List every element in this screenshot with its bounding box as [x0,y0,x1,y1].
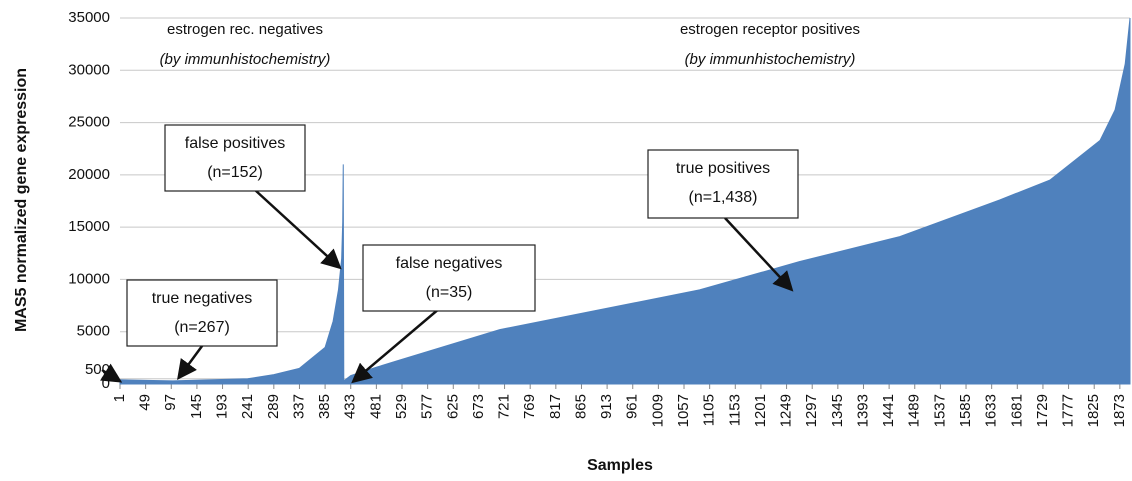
annotation-box [164,124,306,192]
x-tick-label: 1201 [752,394,769,427]
x-tick-label: 289 [265,394,282,419]
x-tick-label: 1009 [649,394,666,427]
y-axis-label: MAS5 normalized gene expression [13,68,30,332]
x-tick-label: 49 [137,394,154,411]
y-tick-label: 20000 [68,166,110,183]
arrow [254,189,342,270]
annotation-box [647,149,799,219]
area [119,17,1131,385]
x-tick-label: 1 [111,394,128,402]
annotation-text: true positives [676,160,770,177]
annotation-text: false positives [185,135,286,152]
annotation-text: false negatives [396,255,503,272]
x-axis-label: Samples [587,457,653,474]
group-note: (by immunhistochemistry) [160,51,331,68]
x-tick-label: 961 [624,394,641,419]
y-tick-label: 35000 [68,9,110,26]
x-tick-label: 241 [239,394,256,419]
x-tick-label: 625 [444,394,461,419]
arrow [177,341,207,381]
y-tick-label: 5000 [77,323,110,340]
annotation-text: (n=152) [207,164,263,181]
y-tick-label: 30000 [68,61,110,78]
x-tick-label: 913 [598,394,615,419]
x-tick-label: 1633 [983,394,1000,427]
annotation-box [126,279,278,347]
x-tick-label: 1729 [1034,394,1051,427]
x-tick-label: 865 [572,394,589,419]
x-tick-label: 1681 [1008,394,1025,427]
x-tick-label: 529 [393,394,410,419]
arrow [99,363,123,383]
x-tick-label: 1777 [1060,394,1077,427]
x-tick-label: 433 [342,394,359,419]
annotation-box [362,244,536,312]
group-label: estrogen receptor positives [680,21,860,38]
x-tick-label: 193 [214,394,231,419]
x-tick-label: 721 [496,394,513,419]
x-tick-label: 97 [162,394,179,411]
y-tick-label: 15000 [68,218,110,235]
x-tick-label: 1393 [854,394,871,427]
annotation-text: (n=35) [426,284,473,301]
x-tick-label: 1873 [1111,394,1128,427]
x-tick-label: 1249 [778,394,795,427]
x-tick-label: 1057 [675,394,692,427]
x-tick-label: 1441 [880,394,897,427]
annotation-text: true negatives [152,290,253,307]
x-tick-label: 1489 [906,394,923,427]
x-tick-label: 1105 [701,394,718,426]
x-tick-label: 1585 [957,394,974,427]
x-tick-label: 769 [521,394,538,419]
x-tick-label: 337 [290,394,307,419]
x-tick-label: 817 [547,394,564,419]
arrow [724,217,794,292]
x-tick-label: 673 [470,394,487,419]
annotation-text: (n=267) [174,319,230,336]
x-tick-label: 1153 [726,394,743,426]
x-tick-label: 577 [419,394,436,419]
arrow [351,307,441,384]
annotation-text: (n=1,438) [689,189,758,206]
x-tick-label: 385 [316,394,333,419]
x-tick-label: 481 [367,394,384,419]
y-tick-label: 10000 [68,270,110,287]
x-tick-label: 1297 [803,394,820,427]
y-tick-label: 25000 [68,114,110,131]
x-tick-label: 1825 [1085,394,1102,427]
group-note: (by immunhistochemistry) [685,51,856,68]
y-tick-label: 500 [85,361,110,378]
x-tick-label: 1345 [829,394,846,427]
y-tick-label: 0 [102,375,110,392]
x-tick-label: 145 [188,394,205,419]
x-tick-label: 1537 [931,394,948,427]
group-label: estrogen rec. negatives [167,21,323,38]
